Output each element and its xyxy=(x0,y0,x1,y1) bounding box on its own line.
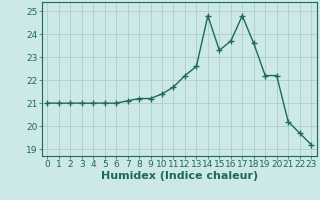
X-axis label: Humidex (Indice chaleur): Humidex (Indice chaleur) xyxy=(100,171,258,181)
